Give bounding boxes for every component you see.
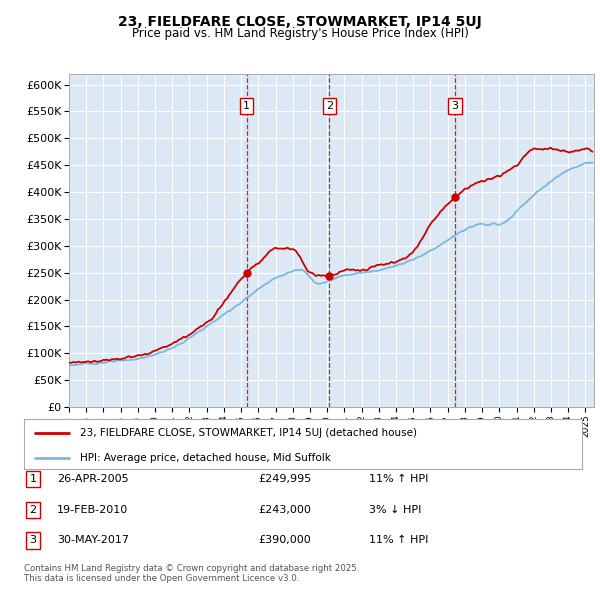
Text: £243,000: £243,000 <box>258 505 311 514</box>
Text: 3% ↓ HPI: 3% ↓ HPI <box>369 505 421 514</box>
Text: 19-FEB-2010: 19-FEB-2010 <box>57 505 128 514</box>
Text: £249,995: £249,995 <box>258 474 311 484</box>
Text: 11% ↑ HPI: 11% ↑ HPI <box>369 474 428 484</box>
Text: 30-MAY-2017: 30-MAY-2017 <box>57 536 129 545</box>
Text: 3: 3 <box>29 536 37 545</box>
Text: Price paid vs. HM Land Registry's House Price Index (HPI): Price paid vs. HM Land Registry's House … <box>131 27 469 40</box>
Text: 1: 1 <box>29 474 37 484</box>
Text: 2: 2 <box>326 101 333 111</box>
Text: 23, FIELDFARE CLOSE, STOWMARKET, IP14 5UJ (detached house): 23, FIELDFARE CLOSE, STOWMARKET, IP14 5U… <box>80 428 417 438</box>
Text: Contains HM Land Registry data © Crown copyright and database right 2025.
This d: Contains HM Land Registry data © Crown c… <box>24 563 359 583</box>
Text: 11% ↑ HPI: 11% ↑ HPI <box>369 536 428 545</box>
Text: £390,000: £390,000 <box>258 536 311 545</box>
Text: 2: 2 <box>29 505 37 514</box>
Text: HPI: Average price, detached house, Mid Suffolk: HPI: Average price, detached house, Mid … <box>80 453 331 463</box>
Text: 23, FIELDFARE CLOSE, STOWMARKET, IP14 5UJ: 23, FIELDFARE CLOSE, STOWMARKET, IP14 5U… <box>118 15 482 29</box>
Text: 3: 3 <box>451 101 458 111</box>
Text: 1: 1 <box>243 101 250 111</box>
Text: 26-APR-2005: 26-APR-2005 <box>57 474 128 484</box>
